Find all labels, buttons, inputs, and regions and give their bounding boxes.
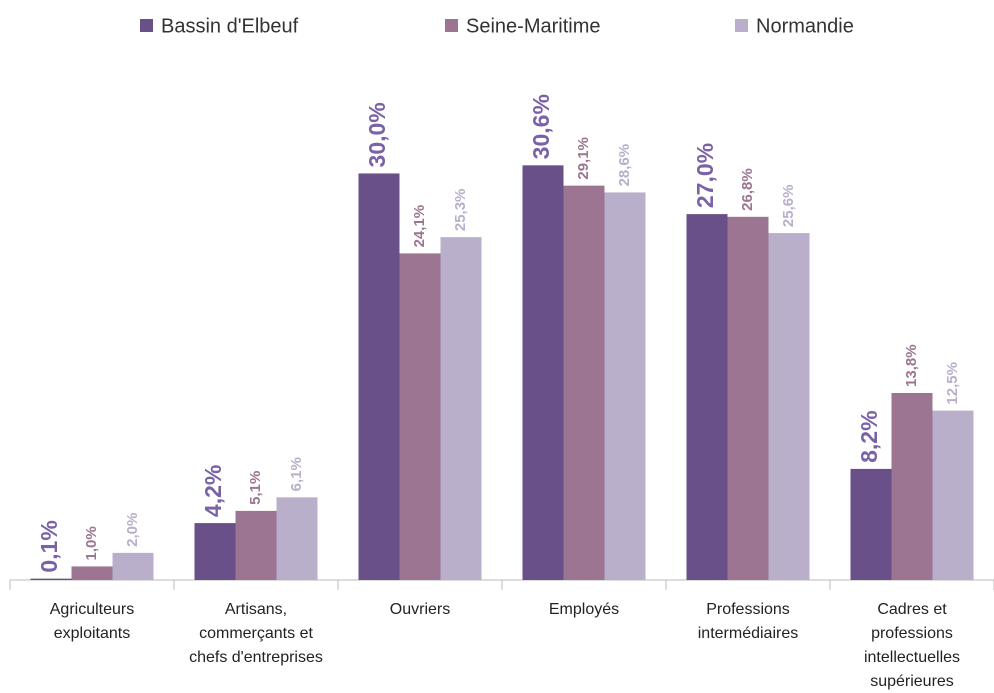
value-label: 30,6% (528, 94, 554, 159)
x-tick-label: Cadres et professions intellectuelles supér… (864, 601, 960, 690)
bar (932, 410, 974, 580)
x-tick-label: Ouvriers (390, 601, 450, 618)
value-label: 8,2% (856, 410, 882, 462)
value-label: 0,1% (36, 520, 62, 572)
value-label: 28,6% (616, 144, 633, 187)
x-tick-label: Artisans, commerçants et chefs d'entrepris… (189, 601, 323, 666)
value-label: 25,3% (452, 189, 469, 232)
x-tick-label: Professions intermédiaires (698, 601, 798, 642)
value-label: 30,0% (364, 102, 390, 167)
bar (727, 216, 769, 580)
value-label: 24,1% (411, 205, 428, 248)
bar (71, 566, 113, 580)
bar (30, 578, 72, 580)
bar (194, 523, 236, 580)
legend-swatch (140, 19, 153, 32)
value-label: 5,1% (247, 471, 264, 505)
bar (768, 233, 810, 580)
value-label: 1,0% (83, 526, 100, 560)
x-tick-label: Agriculteurs exploitants (50, 601, 134, 642)
value-label: 2,0% (124, 513, 141, 547)
bar (686, 214, 728, 580)
bar (235, 510, 277, 580)
bar (891, 392, 933, 580)
bar (440, 237, 482, 580)
value-label: 12,5% (944, 362, 961, 405)
bar (563, 185, 605, 580)
bar (522, 165, 564, 581)
legend-label: Normandie (756, 15, 854, 37)
value-label: 6,1% (288, 457, 305, 491)
legend-swatch (445, 19, 458, 32)
x-tick-label: Employés (549, 601, 619, 618)
value-label: 13,8% (903, 344, 920, 387)
legend-label: Bassin d'Elbeuf (161, 15, 299, 37)
bar (358, 173, 400, 580)
bar (276, 497, 318, 580)
bar (604, 192, 646, 580)
legend-swatch (735, 19, 748, 32)
bar (112, 552, 154, 580)
bar (850, 468, 892, 580)
value-label: 25,6% (780, 185, 797, 228)
value-label: 26,8% (739, 168, 756, 211)
value-label: 29,1% (575, 137, 592, 180)
value-label: 4,2% (200, 465, 226, 517)
value-label: 27,0% (692, 143, 718, 208)
legend-label: Seine-Maritime (466, 15, 600, 37)
bar (399, 253, 441, 581)
